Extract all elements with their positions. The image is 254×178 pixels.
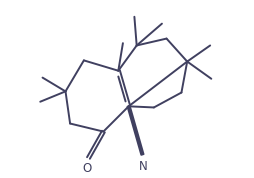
Text: N: N	[138, 160, 147, 173]
Text: O: O	[82, 162, 92, 175]
